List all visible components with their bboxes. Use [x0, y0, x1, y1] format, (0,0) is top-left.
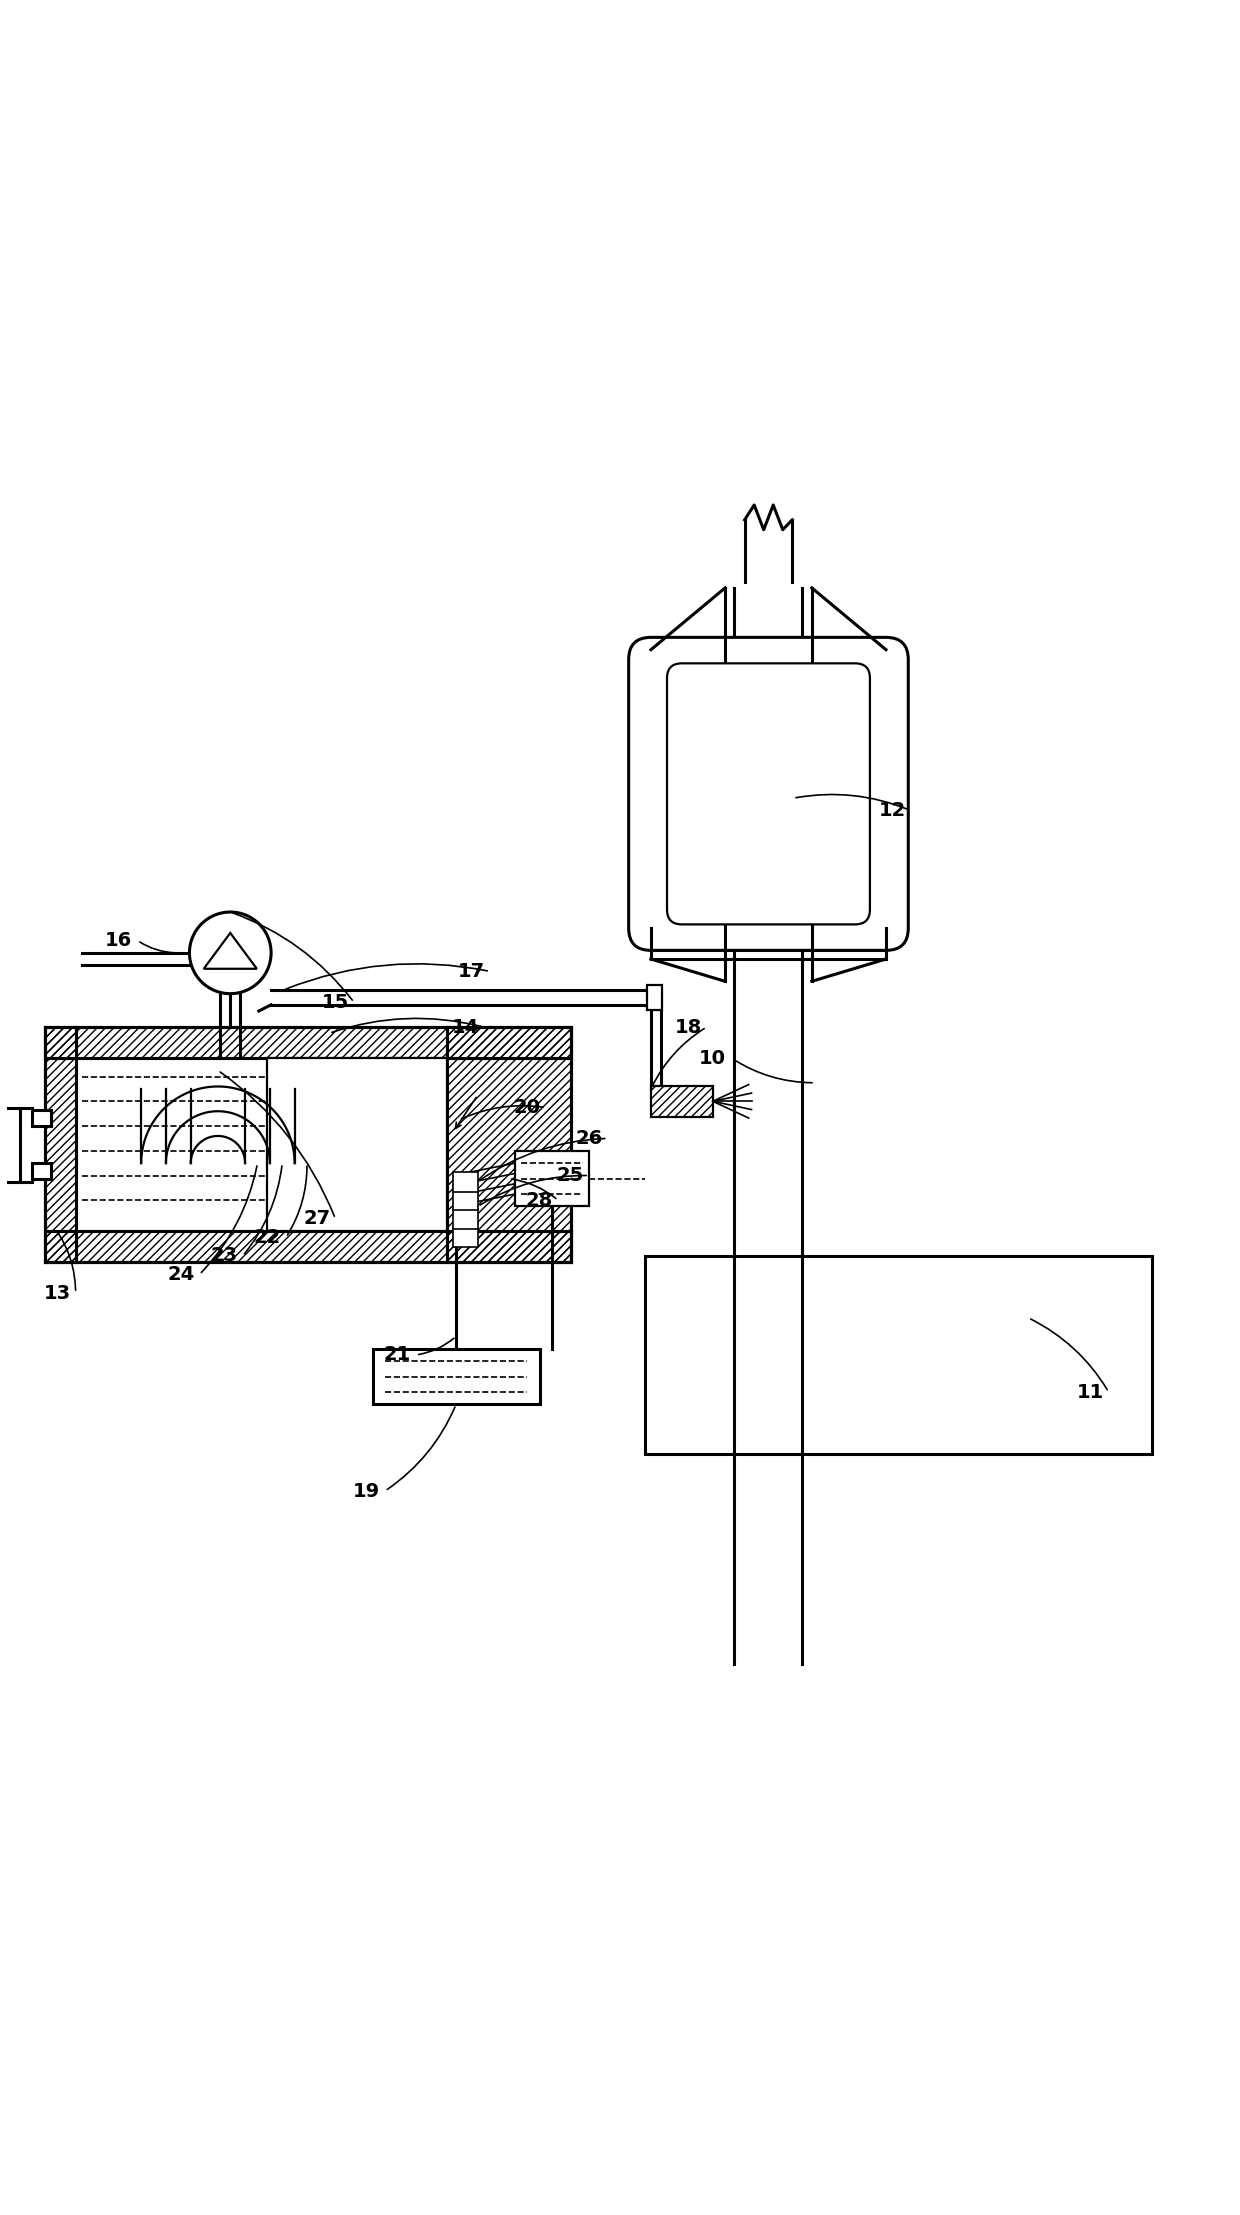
Bar — [372, 1349, 539, 1404]
Bar — [45, 1028, 570, 1059]
Bar — [651, 1085, 713, 1116]
Bar — [515, 1152, 589, 1207]
Text: 18: 18 — [675, 1017, 702, 1037]
Text: 22: 22 — [254, 1227, 281, 1247]
Bar — [645, 1256, 1152, 1453]
Bar — [446, 1028, 570, 1263]
Bar — [45, 1028, 570, 1263]
Text: 17: 17 — [458, 961, 485, 981]
Text: 16: 16 — [105, 930, 133, 950]
Text: 19: 19 — [353, 1482, 379, 1500]
Text: 21: 21 — [383, 1345, 410, 1364]
Text: 11: 11 — [1076, 1382, 1104, 1402]
FancyBboxPatch shape — [629, 638, 908, 950]
Text: 13: 13 — [43, 1282, 71, 1302]
Bar — [45, 1232, 570, 1263]
Bar — [453, 1189, 477, 1209]
Text: 12: 12 — [879, 802, 905, 820]
Bar — [32, 1163, 51, 1178]
Bar — [32, 1110, 51, 1125]
Circle shape — [190, 913, 272, 995]
Text: 15: 15 — [322, 992, 350, 1012]
Text: 25: 25 — [557, 1165, 584, 1185]
FancyBboxPatch shape — [667, 662, 870, 924]
Bar — [268, 1059, 446, 1232]
Text: 10: 10 — [699, 1048, 727, 1068]
Text: 28: 28 — [526, 1192, 553, 1209]
Bar — [647, 986, 662, 1010]
Bar — [453, 1227, 477, 1247]
Text: 14: 14 — [451, 1017, 479, 1037]
Text: 23: 23 — [211, 1247, 238, 1265]
Text: 20: 20 — [513, 1099, 541, 1116]
Text: 26: 26 — [575, 1130, 603, 1147]
Polygon shape — [203, 933, 257, 968]
Text: 27: 27 — [304, 1209, 330, 1229]
Bar — [45, 1028, 76, 1263]
Bar — [453, 1209, 477, 1229]
Text: 24: 24 — [167, 1265, 195, 1285]
Bar — [453, 1172, 477, 1192]
